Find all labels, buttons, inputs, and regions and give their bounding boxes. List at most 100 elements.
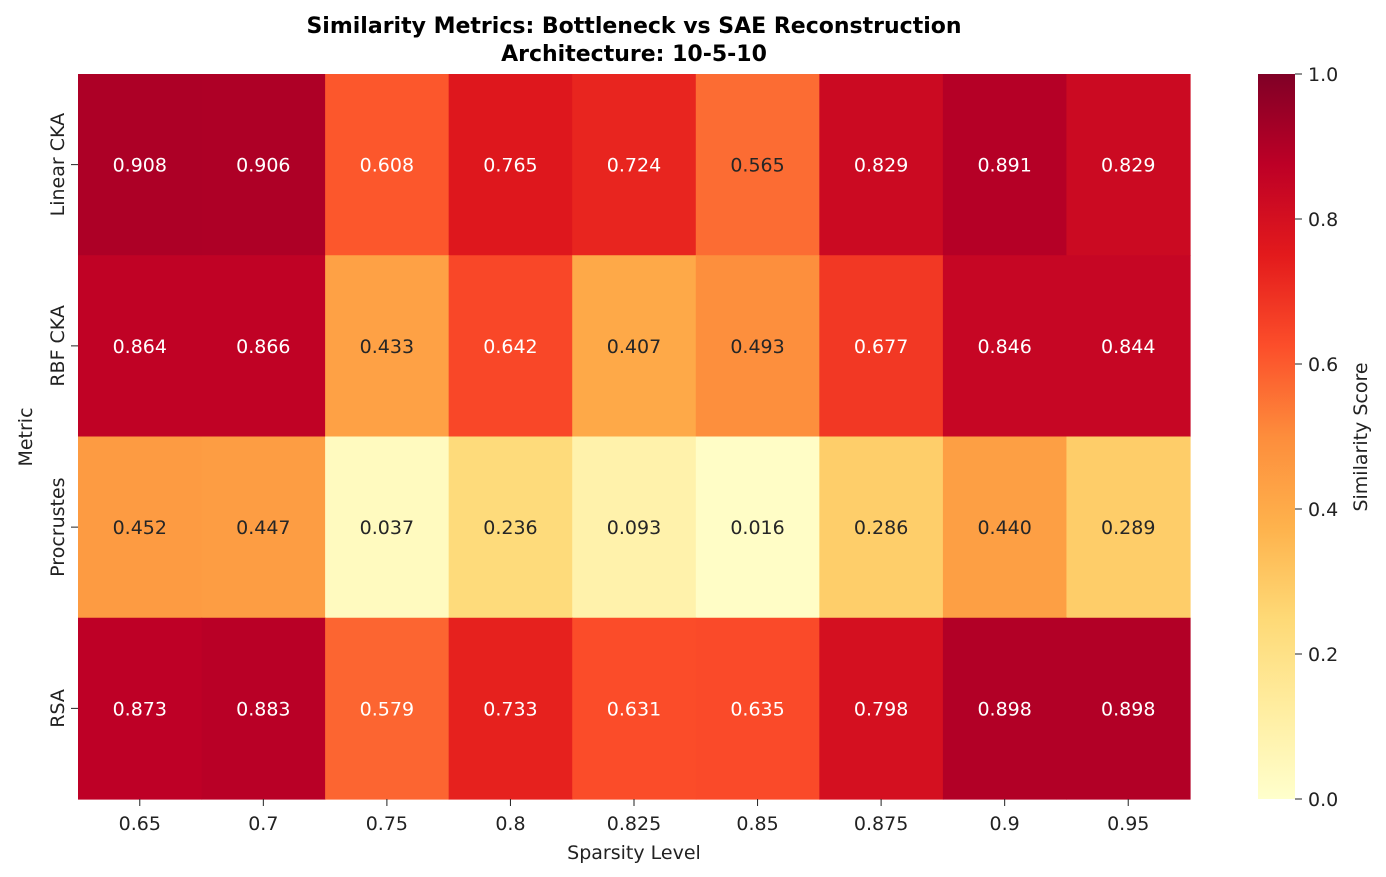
cell-value-label: 0.037: [360, 517, 414, 539]
y-tick-label: RBF CKA: [47, 305, 69, 387]
heatmap-cell: [1066, 74, 1191, 256]
cell-value-label: 0.906: [236, 155, 290, 177]
x-axis-ticks: 0.65 0.7 0.75 0.8 0.825 0.85 0.875 0.9 0.95: [119, 799, 1149, 835]
colorbar-label: Similarity Score: [1350, 362, 1372, 511]
heatmap-cell: [201, 617, 326, 800]
chart-subtitle: Architecture: 10-5-10: [501, 42, 767, 67]
y-axis-label: Metric: [15, 407, 37, 466]
heatmap-cell: [942, 617, 1068, 800]
cell-value-label: 0.407: [607, 336, 661, 358]
cell-value-label: 0.883: [236, 698, 290, 720]
heatmap-cell: [942, 74, 1068, 256]
cell-value-label: 0.891: [977, 155, 1031, 177]
cell-value-label: 0.829: [1101, 155, 1155, 177]
heatmap-cell: [201, 74, 326, 256]
heatmap-cell: [1066, 255, 1191, 438]
colorbar-tick-label: 1.0: [1308, 64, 1338, 86]
heatmap-cell: [78, 74, 203, 256]
heatmap-cell: [325, 255, 450, 438]
heatmap-cell-labels: 0.908 0.906 0.608 0.765 0.724 0.565 0.829 0.891…: [113, 155, 1156, 721]
cell-value-label: 0.844: [1101, 336, 1155, 358]
cell-value-label: 0.846: [977, 336, 1031, 358]
heatmap-cell: [572, 74, 697, 256]
colorbar-ticks: 0.0 0.2 0.4 0.6 0.8 1.0: [1295, 64, 1338, 811]
cell-value-label: 0.733: [483, 698, 537, 720]
colorbar: [1258, 74, 1295, 799]
y-tick-label: Procrustes: [47, 477, 69, 576]
cell-value-label: 0.608: [360, 155, 414, 177]
heatmap-cell: [819, 255, 944, 438]
heatmap-cell: [448, 617, 573, 800]
cell-value-label: 0.765: [483, 155, 537, 177]
cell-value-label: 0.631: [607, 698, 661, 720]
heatmap-cell: [325, 74, 450, 256]
cell-value-label: 0.642: [483, 336, 537, 358]
cell-value-label: 0.452: [113, 517, 167, 539]
x-axis-label: Sparsity Level: [567, 842, 701, 864]
heatmap-cell: [819, 617, 944, 800]
heatmap-cell: [695, 617, 820, 800]
heatmap-cell: [448, 255, 573, 438]
cell-value-label: 0.677: [854, 336, 908, 358]
y-tick-label: Linear CKA: [47, 113, 69, 216]
heatmap-cell: [572, 255, 697, 438]
x-tick-label: 0.75: [366, 813, 408, 835]
heatmap-cell: [325, 617, 450, 800]
heatmap-cell: [695, 74, 820, 256]
heatmap-cell: [201, 436, 326, 619]
colorbar-tick-label: 0.0: [1308, 789, 1338, 811]
cell-value-label: 0.635: [730, 698, 784, 720]
y-tick-label: RSA: [47, 689, 69, 728]
x-tick-label: 0.8: [495, 813, 525, 835]
y-axis-ticks: Linear CKA RBF CKA Procrustes RSA: [47, 113, 78, 728]
heatmap-cell: [448, 74, 573, 256]
colorbar-tick-label: 0.6: [1308, 354, 1338, 376]
cell-value-label: 0.433: [360, 336, 414, 358]
colorbar-tick-label: 0.2: [1308, 644, 1338, 666]
cell-value-label: 0.798: [854, 698, 908, 720]
cell-value-label: 0.447: [236, 517, 290, 539]
colorbar-tick-label: 0.8: [1308, 209, 1338, 231]
cell-value-label: 0.565: [730, 155, 784, 177]
heatmap-cell: [572, 617, 697, 800]
cell-value-label: 0.866: [236, 336, 290, 358]
cell-value-label: 0.286: [854, 517, 908, 539]
heatmap-cell: [78, 436, 203, 619]
cell-value-label: 0.440: [977, 517, 1031, 539]
x-tick-label: 0.875: [854, 813, 908, 835]
heatmap-cell: [819, 74, 944, 256]
heatmap-cell: [201, 255, 326, 438]
x-tick-label: 0.825: [607, 813, 661, 835]
heatmap-cell: [819, 436, 944, 619]
cell-value-label: 0.579: [360, 698, 414, 720]
x-tick-label: 0.9: [990, 813, 1020, 835]
cell-value-label: 0.289: [1101, 517, 1155, 539]
cell-value-label: 0.493: [730, 336, 784, 358]
heatmap-cell: [78, 255, 203, 438]
cell-value-label: 0.236: [483, 517, 537, 539]
x-tick-label: 0.65: [119, 813, 161, 835]
heatmap-cell: [942, 255, 1068, 438]
x-tick-label: 0.85: [736, 813, 778, 835]
heatmap-cell: [448, 436, 573, 619]
cell-value-label: 0.873: [113, 698, 167, 720]
heatmap-cell: [942, 436, 1068, 619]
heatmap-cells: [78, 74, 1191, 800]
colorbar-tick-label: 0.4: [1308, 499, 1338, 521]
heatmap-cell: [78, 617, 203, 800]
cell-value-label: 0.908: [113, 155, 167, 177]
heatmap-cell: [695, 255, 820, 438]
heatmap-cell: [1066, 617, 1191, 800]
heatmap-cell: [325, 436, 450, 619]
heatmap-cell: [695, 436, 820, 619]
cell-value-label: 0.093: [607, 517, 661, 539]
cell-value-label: 0.016: [730, 517, 784, 539]
x-tick-label: 0.7: [248, 813, 278, 835]
heatmap-cell: [1066, 436, 1191, 619]
x-tick-label: 0.95: [1107, 813, 1149, 835]
cell-value-label: 0.829: [854, 155, 908, 177]
chart-title: Similarity Metrics: Bottleneck vs SAE Re…: [306, 14, 961, 39]
cell-value-label: 0.898: [1101, 698, 1155, 720]
cell-value-label: 0.864: [113, 336, 167, 358]
